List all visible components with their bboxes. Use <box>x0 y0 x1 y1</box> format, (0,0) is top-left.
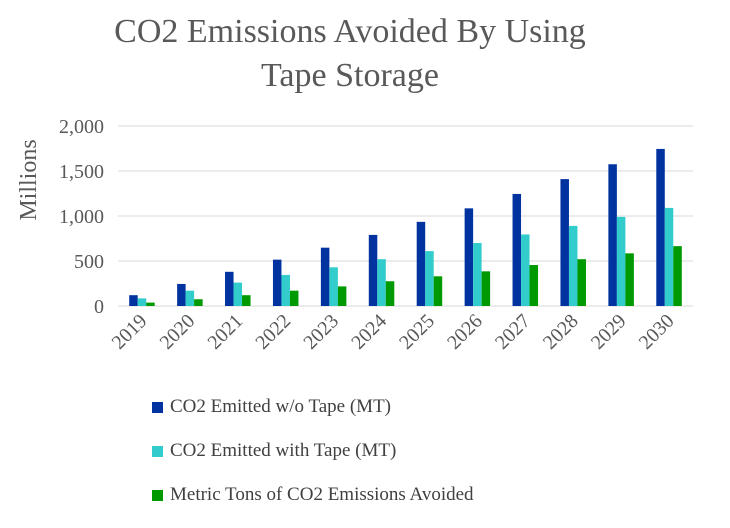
bar-2029-series-3 <box>625 253 634 306</box>
bar-2020-series-2 <box>185 290 195 306</box>
x-tick-label: 2023 <box>299 310 343 354</box>
bar-2019-series-1 <box>129 295 138 306</box>
y-tick-label: 0 <box>94 296 104 318</box>
bar-2028-series-1 <box>560 179 569 306</box>
x-tick-label: 2020 <box>156 310 200 354</box>
legend-swatch <box>152 489 163 501</box>
x-tick-label: 2029 <box>587 310 631 354</box>
y-tick-label: 1,500 <box>59 161 104 183</box>
bar-2022-series-1 <box>272 259 282 306</box>
bar-2029-series-1 <box>608 164 617 306</box>
bar-2025-series-3 <box>433 276 443 306</box>
bar-2024-series-2 <box>377 259 386 306</box>
chart-title: CO2 Emissions Avoided By Using Tape Stor… <box>0 10 700 98</box>
bar-2022-series-2 <box>281 274 290 306</box>
bar-2026-series-3 <box>481 271 491 306</box>
x-tick-label: 2025 <box>395 310 439 354</box>
legend-label: CO2 Emitted with Tape (MT) <box>170 440 397 461</box>
bar-2019-series-2 <box>137 298 147 306</box>
bar-2022-series-3 <box>289 290 299 306</box>
chart-title-line-1: CO2 Emissions Avoided By Using <box>114 13 586 50</box>
legend-swatch <box>152 445 163 457</box>
x-tick-label: 2027 <box>491 310 535 354</box>
bar-2021-series-3 <box>242 295 251 306</box>
x-tick-label: 2030 <box>635 310 679 354</box>
bar-2030-series-3 <box>673 246 682 306</box>
legend-label: CO2 Emitted w/o Tape (MT) <box>170 396 392 417</box>
x-tick-label: 2024 <box>347 310 391 354</box>
bar-2020-series-1 <box>177 283 186 306</box>
bar-2026-series-2 <box>473 243 482 306</box>
legend-label: Metric Tons of CO2 Emissions Avoided <box>170 484 474 505</box>
bar-2025-series-1 <box>416 221 426 306</box>
x-tick-label: 2022 <box>251 310 295 354</box>
bar-2027-series-2 <box>521 234 530 306</box>
bar-2025-series-2 <box>425 251 434 306</box>
legend-item: CO2 Emitted with Tape (MT) <box>152 440 474 462</box>
bar-2028-series-3 <box>577 259 586 306</box>
legend-item: Metric Tons of CO2 Emissions Avoided <box>152 484 474 506</box>
bar-2021-series-2 <box>233 282 243 306</box>
bar-2030-series-2 <box>664 207 674 306</box>
bar-2024-series-1 <box>368 234 378 306</box>
x-tick-label: 2026 <box>443 310 487 354</box>
chart-title-line-2: Tape Storage <box>261 57 439 94</box>
y-axis-label: Millions <box>16 139 42 220</box>
bar-2020-series-3 <box>194 299 203 306</box>
chart-legend: CO2 Emitted w/o Tape (MT) CO2 Emitted wit… <box>152 396 474 528</box>
x-tick-label: 2021 <box>203 310 247 354</box>
legend-swatch <box>152 401 163 413</box>
bar-2029-series-2 <box>616 216 626 306</box>
x-tick-label: 2019 <box>108 310 152 354</box>
y-tick-label: 500 <box>74 251 104 273</box>
bar-2030-series-1 <box>656 148 665 306</box>
bar-2023-series-1 <box>320 247 330 306</box>
legend-item: CO2 Emitted w/o Tape (MT) <box>152 396 474 418</box>
bar-2019-series-3 <box>146 302 155 306</box>
bar-2028-series-2 <box>568 225 578 306</box>
bar-2026-series-1 <box>464 208 474 306</box>
bar-2024-series-3 <box>385 281 395 306</box>
bar-2023-series-3 <box>337 286 347 306</box>
bar-2027-series-1 <box>512 193 522 306</box>
bar-2021-series-1 <box>225 271 234 306</box>
y-tick-label: 1,000 <box>59 206 104 228</box>
bar-2027-series-3 <box>529 265 539 306</box>
y-tick-label: 2,000 <box>59 116 104 138</box>
x-tick-label: 2028 <box>539 310 583 354</box>
bar-2023-series-2 <box>329 267 338 306</box>
